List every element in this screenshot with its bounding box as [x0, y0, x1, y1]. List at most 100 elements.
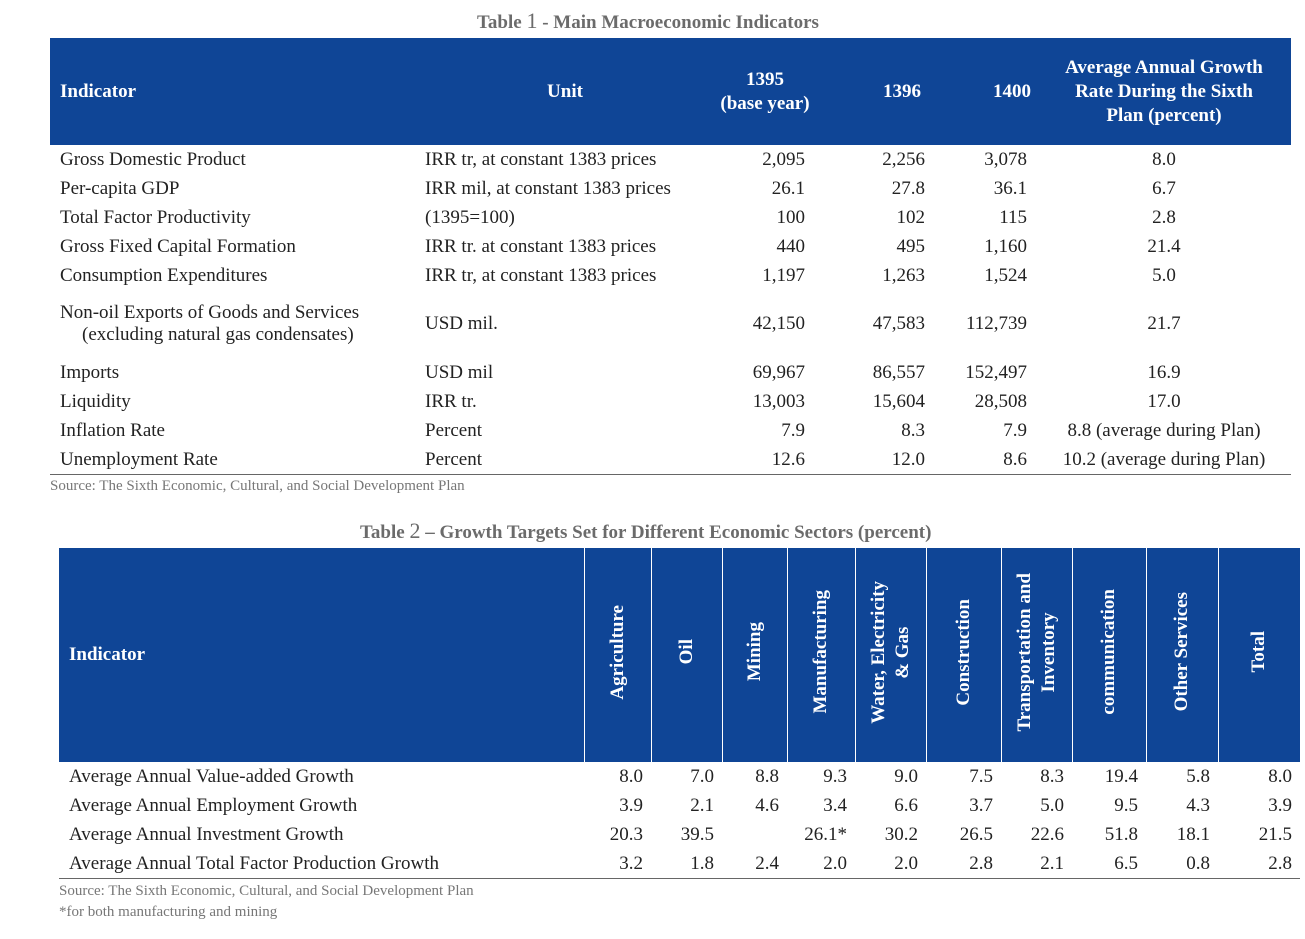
- t2-cell: 3.2: [584, 849, 651, 879]
- t1-1395: 13,003: [752, 390, 805, 412]
- t2-cell: 8.3: [1040, 765, 1064, 787]
- t1-1396: 495: [896, 235, 926, 257]
- t1-growth: 8.8 (average during Plan): [1067, 419, 1261, 441]
- t2-cell: 1.8: [651, 849, 722, 879]
- t2-header-agriculture-label: Agriculture: [606, 604, 628, 700]
- t1-header-1395-note: (base year): [720, 92, 810, 114]
- t1-unit: USD mil.: [425, 313, 498, 334]
- t1-header-1400: 1400: [935, 38, 1037, 145]
- t1-1395: 42,150: [752, 313, 805, 334]
- t1-1400: 1,160: [984, 235, 1027, 257]
- t2-cell: 2.0: [855, 849, 926, 879]
- table-row: Average Annual Total Factor Production G…: [59, 849, 1300, 879]
- t2-header-communication: communication: [1071, 548, 1146, 762]
- table1-header-row: Indicator Unit 1395 (base year) 1396 140…: [50, 38, 1291, 145]
- t1-unit: Percent: [425, 419, 482, 441]
- t2-header-manufacturing-label: Manufacturing: [810, 590, 831, 714]
- t2-cell: 8.8: [755, 765, 779, 787]
- table-row: Imports USD mil 69,967 86,557 152,497 16…: [50, 358, 1291, 387]
- t1-1396: 8.3: [901, 419, 925, 441]
- t1-1400: 3,078: [984, 148, 1027, 170]
- table2-source: Source: The Sixth Economic, Cultural, an…: [59, 883, 474, 899]
- t1-growth: 21.4: [1147, 235, 1181, 257]
- sector-growth-table: Indicator Agriculture Oil Mining Manufac…: [59, 548, 1300, 879]
- table-row: Non-oil Exports of Goods and Services (e…: [50, 290, 1291, 358]
- table2-footnote: *for both manufacturing and mining: [59, 904, 278, 920]
- t1-header-growth-line2: Rate During the Sixth: [1075, 80, 1253, 102]
- t1-1395: 100: [776, 206, 806, 228]
- t1-1396: 27.8: [891, 177, 925, 199]
- table-row: Unemployment Rate Percent 12.6 12.0 8.6 …: [50, 445, 1291, 475]
- t1-1395: 440: [776, 235, 806, 257]
- t2-header-water-line1: Water, Electricity: [867, 580, 889, 724]
- t1-growth: 17.0: [1147, 390, 1181, 412]
- t1-header-indicator: Indicator: [50, 38, 415, 145]
- t1-indicator: Unemployment Rate: [50, 445, 415, 475]
- t1-1400: 28,508: [974, 390, 1027, 412]
- t2-cell: 7.5: [969, 765, 993, 787]
- t2-header-transport-line1: Transportation and: [1013, 572, 1035, 732]
- t2-cell: 0.8: [1146, 849, 1218, 879]
- t1-unit: USD mil: [425, 361, 494, 383]
- t1-growth: 6.7: [1152, 177, 1176, 199]
- t1-indicator-line1: Non-oil Exports of Goods and Services: [60, 302, 360, 323]
- t2-cell: 2.1: [690, 794, 714, 816]
- t1-1400: 1,524: [984, 264, 1027, 286]
- t2-cell: 19.4: [1104, 765, 1138, 787]
- t1-growth: 21.7: [1147, 313, 1181, 334]
- t1-1396: 12.0: [815, 445, 935, 475]
- t2-cell: 20.3: [609, 823, 643, 845]
- t1-1396: 1,263: [882, 264, 925, 286]
- t2-header-construction-label: Construction: [952, 598, 974, 706]
- t1-header-growth-line1: Average Annual Growth: [1065, 56, 1263, 78]
- table-row: Inflation Rate Percent 7.9 8.3 7.9 8.8 (…: [50, 416, 1291, 445]
- t2-header-oil: Oil: [650, 548, 722, 762]
- t2-cell: 3.7: [969, 794, 993, 816]
- table-row: Consumption Expenditures IRR tr, at cons…: [50, 261, 1291, 290]
- table2-caption-text: – Growth Targets Set for Different Econo…: [425, 522, 932, 543]
- t1-1395: 69,967: [752, 361, 805, 383]
- t1-1400: 7.9: [1003, 419, 1027, 441]
- t1-indicator: Inflation Rate: [60, 419, 165, 441]
- t2-cell: 9.3: [823, 765, 847, 787]
- table-row: Average Annual Employment Growth 3.9 2.1…: [59, 791, 1300, 820]
- table-row: Gross Domestic Product IRR tr, at consta…: [50, 145, 1291, 174]
- t1-1396: 102: [896, 206, 926, 228]
- t2-cell: 3.4: [823, 794, 847, 816]
- t1-growth: 16.9: [1147, 361, 1181, 383]
- table2-caption-number: 2: [409, 518, 421, 543]
- table-row: Total Factor Productivity (1395=100) 100…: [50, 203, 1291, 232]
- t1-unit: Percent: [415, 445, 715, 475]
- table-row: Average Annual Value-added Growth 8.0 7.…: [59, 762, 1300, 791]
- t2-cell: 51.8: [1104, 823, 1138, 845]
- t2-cell: 9.5: [1114, 794, 1138, 816]
- table2-caption: Table 2 – Growth Targets Set for Differe…: [360, 518, 931, 544]
- t1-header-growth: Average Annual Growth Rate During the Si…: [1037, 38, 1291, 145]
- t1-1400: 112,739: [965, 313, 1027, 334]
- t2-header-total-label: Total: [1248, 631, 1270, 673]
- t1-header-1395: 1395 (base year): [715, 38, 815, 145]
- t1-indicator: Imports: [60, 361, 120, 383]
- t1-indicator: Consumption Expenditures: [60, 264, 268, 286]
- t2-cell: 21.5: [1258, 823, 1292, 845]
- t2-cell: 26.1*: [804, 823, 847, 845]
- t2-cell: 4.3: [1186, 794, 1210, 816]
- t1-1395: 26.1: [771, 177, 805, 199]
- table1-source: Source: The Sixth Economic, Cultural, an…: [50, 478, 465, 494]
- t1-1400: 152,497: [965, 361, 1027, 383]
- t2-header-mining: Mining: [721, 548, 787, 762]
- t2-cell: 4.6: [755, 794, 779, 816]
- t1-unit: IRR tr, at constant 1383 prices: [425, 264, 657, 286]
- t1-unit: IRR mil, at constant 1383 prices: [425, 177, 671, 199]
- t1-growth: 10.2 (average during Plan): [1037, 445, 1291, 475]
- t1-1395: 2,095: [762, 148, 805, 170]
- t2-cell: 3.9: [1268, 794, 1292, 816]
- t1-1396: 86,557: [872, 361, 925, 383]
- t1-1395: 12.6: [715, 445, 815, 475]
- t2-cell: [722, 820, 787, 849]
- t1-growth: 2.8: [1152, 206, 1176, 228]
- t1-growth: 8.0: [1152, 148, 1176, 170]
- t1-1396: 2,256: [882, 148, 925, 170]
- table1-caption-prefix: Table: [477, 12, 522, 33]
- t2-header-agriculture: Agriculture: [583, 548, 651, 762]
